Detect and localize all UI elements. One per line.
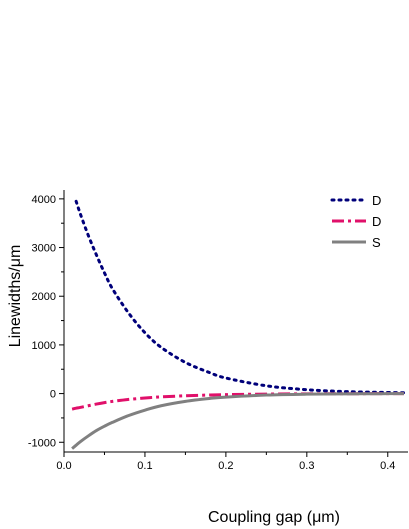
- y-tick-label: 2000: [32, 291, 56, 303]
- y-tick-label: 3000: [32, 243, 56, 255]
- x-axis-title: Coupling gap (μm): [208, 509, 340, 526]
- y-ticks: -1000 0 1000 2000 3000 4000: [28, 194, 64, 449]
- legend: DDS: [330, 193, 381, 250]
- series-line-1: [74, 199, 406, 395]
- series-layer: [71, 199, 406, 450]
- x-tick-label: 0.2: [218, 460, 233, 472]
- legend-label-1: D: [372, 193, 381, 208]
- x-tick-label: 0.0: [56, 460, 71, 472]
- x-tick-label: 0.1: [137, 460, 152, 472]
- y-tick-label: 1000: [32, 340, 56, 352]
- series-line-3: [71, 392, 404, 450]
- x-tick-label: 0.3: [299, 460, 314, 472]
- legend-label-3: S: [372, 235, 381, 250]
- y-tick-label: -1000: [28, 437, 56, 449]
- x-tick-label: 0.4: [380, 460, 395, 472]
- y-tick-label: 0: [50, 389, 56, 401]
- x-ticks: 0.0 0.1 0.2 0.3 0.4: [56, 452, 395, 472]
- plot-axes: [63, 190, 408, 453]
- y-tick-label: 4000: [32, 194, 56, 206]
- y-axis-title: Linewidths/μm: [7, 245, 24, 348]
- legend-label-2: D: [372, 214, 381, 229]
